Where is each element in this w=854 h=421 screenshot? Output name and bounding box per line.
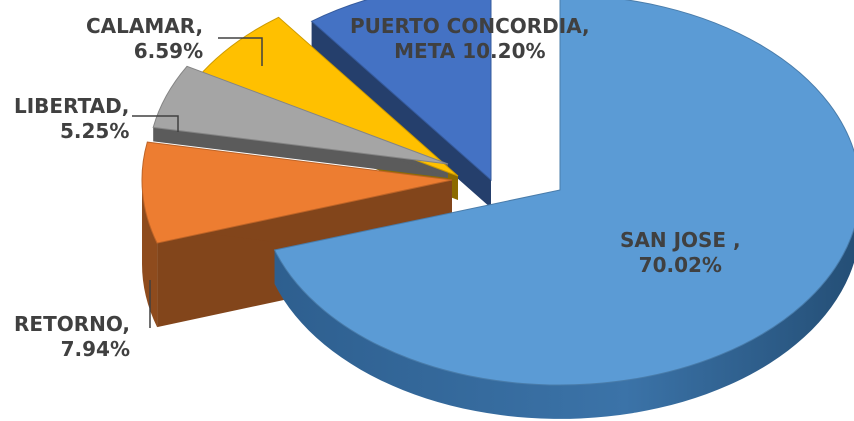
slice-name: LIBERTAD,: [14, 94, 130, 118]
slice-label-retorno: RETORNO, 7.94%: [14, 312, 130, 362]
slice-side-wall-libertad: [153, 127, 448, 178]
slice-name: CALAMAR,: [86, 14, 204, 38]
slice-label-libertad: LIBERTAD, 5.25%: [14, 94, 129, 144]
slice-percent: 6.59%: [133, 39, 204, 63]
slice-name: PUERTO CONCORDIA,: [350, 14, 590, 38]
slice-label-calamar: CALAMAR, 6.59%: [86, 14, 203, 64]
pie-slice-retorno: [141, 141, 453, 244]
pie-slice-libertad: [152, 65, 449, 165]
slice-name: RETORNO,: [14, 312, 131, 336]
slice-percent: 70.02%: [638, 253, 722, 277]
slice-name: SAN JOSE ,: [620, 228, 741, 252]
leader-line-calamar: [218, 37, 263, 66]
leader-line-libertad: [132, 115, 179, 132]
slice-percent: 7.94%: [60, 337, 131, 361]
slice-label-san-jose: SAN JOSE , 70.02%: [620, 228, 741, 278]
leader-lines: [132, 37, 263, 328]
slice-side-wall-puerto-concordia-meta: [311, 21, 491, 208]
slice-wall-san-jose: [274, 228, 854, 419]
slice-label-puerto-concordia: PUERTO CONCORDIA, META 10.20%: [350, 14, 590, 64]
slice-percent: META 10.20%: [394, 39, 546, 63]
slice-percent: 5.25%: [59, 119, 130, 143]
pie-slice-san-jose: [273, 0, 854, 386]
pie-slice-puerto-concordia-meta: [310, 0, 492, 182]
slice-wall-retorno: [142, 180, 158, 328]
